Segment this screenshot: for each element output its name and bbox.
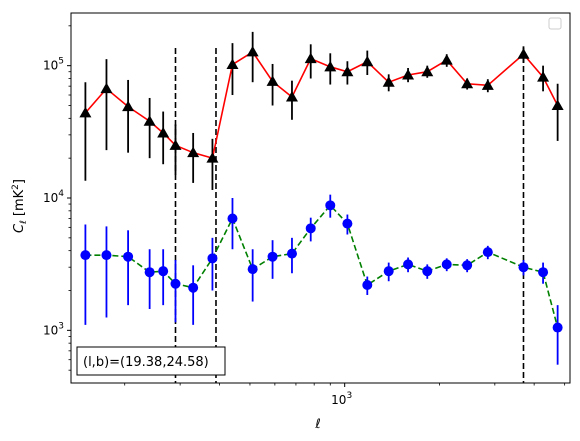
data-point-triangle (157, 126, 170, 138)
data-point-circle (462, 260, 473, 271)
data-point-circle (207, 253, 218, 264)
data-point-triangle (461, 77, 474, 89)
y-tick-label: 105 (43, 57, 64, 73)
y-axis-label: Cℓ [mK2] (11, 179, 29, 233)
data-point-triangle (537, 71, 550, 82)
data-point-circle (188, 282, 199, 293)
data-point-circle (342, 218, 353, 229)
data-point-circle (286, 248, 297, 259)
data-point-triangle (361, 55, 374, 67)
data-point-triangle (79, 106, 92, 118)
data-point-triangle (266, 75, 279, 86)
data-point-triangle (206, 152, 219, 163)
data-point-triangle (341, 65, 354, 77)
data-point-circle (518, 262, 529, 273)
data-point-circle (80, 250, 91, 261)
data-point-circle (552, 322, 563, 333)
data-point-triangle (382, 76, 395, 87)
data-point-circle (144, 267, 155, 278)
data-point-triangle (440, 54, 453, 65)
data-point-circle (123, 251, 134, 262)
data-point-triangle (421, 65, 434, 77)
data-point-circle (305, 223, 316, 234)
data-point-triangle (143, 115, 156, 126)
data-point-circle (158, 266, 169, 277)
data-point-triangle (551, 99, 564, 110)
series-line (84, 50, 559, 160)
data-point-triangle (481, 79, 494, 90)
data-point-circle (362, 280, 373, 291)
data-point-circle (325, 200, 336, 211)
data-point-triangle (100, 82, 113, 94)
data-point-circle (383, 266, 394, 277)
data-point-triangle (304, 52, 317, 64)
data-point-triangle (285, 90, 298, 102)
data-point-triangle (517, 48, 530, 59)
data-point-triangle (169, 139, 182, 150)
data-point-circle (227, 213, 238, 224)
data-point-circle (441, 259, 452, 270)
data-point-circle (482, 247, 493, 258)
x-tick-label: 103 (331, 391, 352, 407)
y-tick-label: 104 (43, 189, 64, 205)
coordinate-annotation-box (76, 346, 226, 376)
x-axis-label: ℓ (314, 417, 320, 432)
data-point-circle (170, 278, 181, 289)
data-point-circle (403, 259, 414, 270)
y-tick-label: 103 (43, 321, 64, 337)
plot-frame (70, 12, 571, 384)
coordinate-annotation: (l,b)=(19.38,24.58) (83, 355, 209, 370)
data-point-triangle (226, 58, 239, 70)
data-point-circle (101, 250, 112, 261)
series-line (85, 204, 559, 328)
data-point-triangle (122, 100, 135, 112)
legend-box (548, 17, 562, 30)
data-point-circle (538, 267, 549, 278)
data-point-triangle (187, 146, 200, 158)
data-point-circle (422, 266, 433, 277)
data-point-triangle (402, 69, 415, 80)
data-point-triangle (246, 45, 259, 57)
data-point-circle (247, 264, 258, 275)
data-point-triangle (324, 60, 337, 72)
data-point-circle (267, 251, 278, 262)
